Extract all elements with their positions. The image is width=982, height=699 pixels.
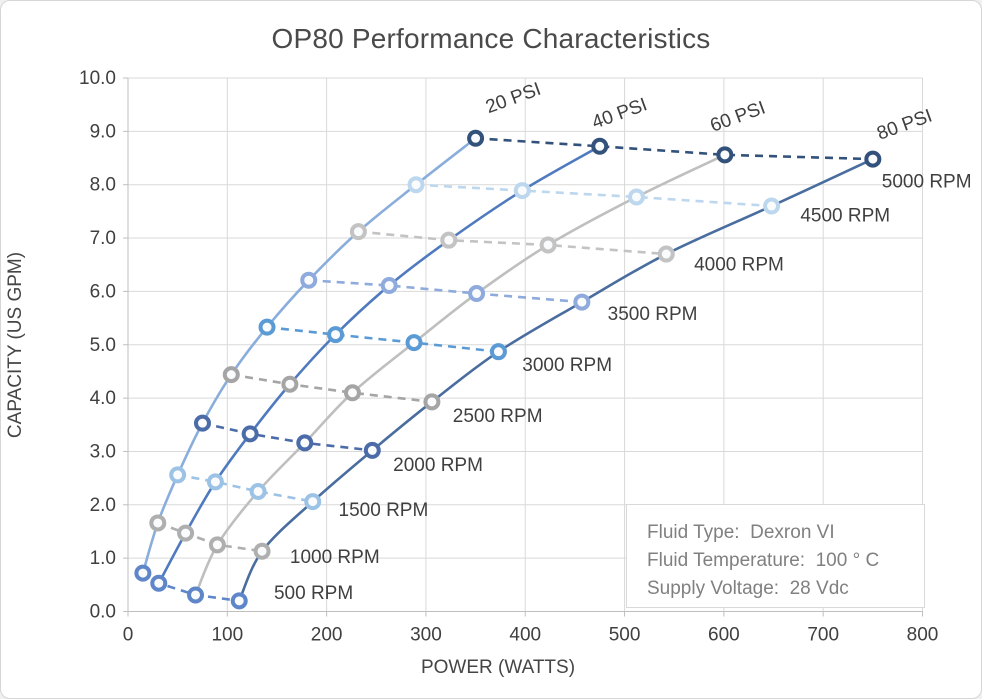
marker-60-psi-4500 bbox=[627, 188, 645, 206]
marker-40-psi-500 bbox=[150, 574, 168, 592]
y-tick-label: 9.0 bbox=[90, 121, 116, 142]
info-line-fluid-type: Fluid Type: Dexron VI bbox=[647, 522, 835, 543]
y-tick-label: 3.0 bbox=[90, 441, 116, 462]
rpm-series-4500 bbox=[415, 183, 772, 208]
rpm-label-500: 500 RPM bbox=[274, 583, 353, 604]
x-tick-label: 0 bbox=[123, 625, 134, 646]
marker-60-psi-2000 bbox=[296, 434, 314, 452]
marker-20-psi-3500 bbox=[300, 271, 318, 289]
rpm-series-4000 bbox=[358, 230, 667, 256]
marker-80-psi-1500 bbox=[304, 493, 322, 511]
marker-40-psi-3000 bbox=[327, 326, 345, 344]
y-tick-label: 8.0 bbox=[90, 175, 116, 196]
marker-40-psi-2000 bbox=[241, 425, 259, 443]
marker-80-psi-3000 bbox=[489, 343, 507, 361]
marker-60-psi-2500 bbox=[343, 384, 361, 402]
rpm-label-1500: 1500 RPM bbox=[339, 500, 429, 521]
marker-80-psi-2500 bbox=[423, 393, 441, 411]
marker-20-psi-1000 bbox=[149, 514, 167, 532]
marker-20-psi-4500 bbox=[407, 176, 425, 194]
rpm-label-3000: 3000 RPM bbox=[522, 355, 612, 376]
marker-60-psi-5000 bbox=[716, 146, 734, 164]
marker-40-psi-1500 bbox=[206, 473, 224, 491]
x-axis-title: POWER (WATTS) bbox=[420, 657, 576, 678]
rpm-series-1500 bbox=[177, 473, 313, 503]
marker-60-psi-1000 bbox=[208, 536, 226, 554]
info-box: Fluid Type: Dexron VI Fluid Temperature:… bbox=[626, 504, 925, 608]
psi-curve-60-psi bbox=[194, 153, 726, 596]
psi-label-20-psi: 20 PSI bbox=[483, 79, 544, 118]
marker-80-psi-3500 bbox=[573, 293, 591, 311]
rpm-label-4500: 4500 RPM bbox=[800, 206, 890, 227]
marker-60-psi-4000 bbox=[539, 236, 557, 254]
marker-80-psi-4000 bbox=[657, 245, 675, 263]
psi-label-80-psi: 80 PSI bbox=[874, 105, 935, 144]
x-tick-label: 300 bbox=[410, 625, 442, 646]
y-tick-label: 5.0 bbox=[90, 335, 116, 356]
x-tick-label: 100 bbox=[211, 625, 243, 646]
y-tick-label: 7.0 bbox=[90, 228, 116, 249]
marker-80-psi-4500 bbox=[763, 197, 781, 215]
x-tick-label: 700 bbox=[807, 625, 839, 646]
psi-curve-20-psi bbox=[141, 137, 477, 574]
x-tick-label: 800 bbox=[907, 625, 939, 646]
psi-label-40-psi: 40 PSI bbox=[589, 94, 650, 133]
marker-80-psi-5000 bbox=[864, 150, 882, 168]
rpm-label-1000: 1000 RPM bbox=[290, 547, 380, 568]
marker-40-psi-5000 bbox=[591, 137, 609, 155]
marker-20-psi-2500 bbox=[222, 366, 240, 384]
y-axis-title: CAPACITY (US GPM) bbox=[5, 251, 26, 439]
y-tick-label: 1.0 bbox=[90, 548, 116, 569]
rpm-series-1000 bbox=[157, 521, 263, 553]
psi-curve-80-psi bbox=[238, 157, 874, 602]
x-tick-label: 500 bbox=[609, 625, 641, 646]
marker-20-psi-3000 bbox=[258, 318, 276, 336]
marker-80-psi-2000 bbox=[363, 441, 381, 459]
marker-20-psi-1500 bbox=[169, 466, 187, 484]
marker-60-psi-3000 bbox=[405, 334, 423, 352]
rpm-label-2000: 2000 RPM bbox=[393, 455, 483, 476]
marker-20-psi-2000 bbox=[193, 414, 211, 432]
marker-20-psi-500 bbox=[134, 564, 152, 582]
rpm-series-2500 bbox=[231, 373, 433, 404]
chart-title: OP80 Performance Characteristics bbox=[271, 23, 711, 54]
marker-60-psi-500 bbox=[187, 586, 205, 604]
marker-60-psi-3500 bbox=[468, 285, 486, 303]
marker-60-psi-1500 bbox=[249, 482, 267, 500]
y-tick-label: 0.0 bbox=[90, 602, 116, 623]
marker-20-psi-4000 bbox=[349, 223, 367, 241]
y-tick-label: 10.0 bbox=[79, 68, 116, 89]
x-tick-label: 600 bbox=[708, 625, 740, 646]
rpm-label-4000: 4000 RPM bbox=[694, 255, 784, 276]
rpm-series-2000 bbox=[202, 421, 373, 452]
x-tick-label: 200 bbox=[311, 625, 343, 646]
psi-curve-40-psi bbox=[157, 145, 601, 584]
marker-40-psi-4000 bbox=[440, 231, 458, 249]
marker-40-psi-4500 bbox=[513, 182, 531, 200]
y-tick-label: 6.0 bbox=[90, 281, 116, 302]
y-tick-label: 2.0 bbox=[90, 495, 116, 516]
marker-80-psi-500 bbox=[230, 592, 248, 610]
marker-20-psi-5000 bbox=[467, 129, 485, 147]
info-line-supply-voltage: Supply Voltage: 28 Vdc bbox=[647, 578, 849, 599]
x-tick-label: 400 bbox=[509, 625, 541, 646]
marker-40-psi-3500 bbox=[380, 277, 398, 295]
rpm-series-5000 bbox=[475, 136, 873, 161]
rpm-label-3500: 3500 RPM bbox=[608, 304, 698, 325]
marker-80-psi-1000 bbox=[253, 542, 271, 560]
psi-label-60-psi: 60 PSI bbox=[707, 97, 768, 136]
marker-40-psi-2500 bbox=[281, 375, 299, 393]
info-line-fluid-temperature: Fluid Temperature: 100 ° C bbox=[647, 550, 880, 571]
marker-40-psi-1000 bbox=[177, 524, 195, 542]
rpm-label-5000: 5000 RPM bbox=[882, 171, 972, 192]
rpm-label-2500: 2500 RPM bbox=[453, 406, 543, 427]
y-tick-label: 4.0 bbox=[90, 388, 116, 409]
rpm-series-3000 bbox=[266, 325, 499, 353]
